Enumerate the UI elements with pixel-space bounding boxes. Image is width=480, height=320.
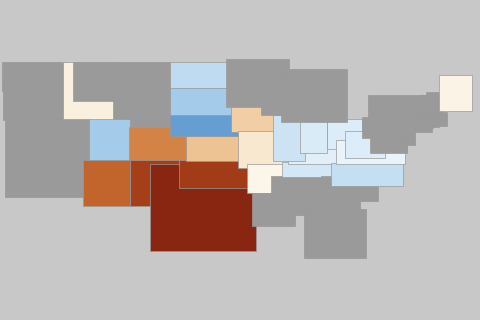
Bar [420,95,435,114]
Bar [261,78,311,115]
Bar [439,75,472,111]
Bar [327,119,362,148]
Bar [281,69,347,122]
Bar [150,164,256,251]
Bar [113,95,171,128]
Bar [321,176,360,214]
Bar [297,176,326,215]
Bar [179,160,249,188]
Bar [304,209,366,258]
Bar [252,193,295,226]
Bar [130,160,179,206]
Bar [271,176,300,215]
Bar [402,124,415,145]
Bar [331,163,403,186]
Bar [345,131,385,158]
Bar [370,138,407,153]
Bar [368,95,432,132]
Bar [170,111,241,136]
Bar [226,59,289,107]
Bar [247,164,288,193]
Bar [362,117,409,138]
Bar [89,119,130,161]
Bar [73,62,171,100]
Bar [238,131,292,168]
Bar [3,84,69,120]
Bar [282,163,353,177]
Bar [186,136,247,161]
Bar [83,160,130,206]
Bar [231,107,284,132]
Bar [300,121,327,154]
Bar [273,115,305,161]
Bar [419,112,447,126]
Bar [170,88,233,115]
Bar [400,137,407,148]
Bar [170,62,231,88]
Bar [63,62,114,120]
Bar [288,143,351,164]
Bar [129,127,187,161]
Bar [426,92,442,114]
Bar [41,119,89,176]
Bar [432,119,439,127]
Bar [5,119,89,196]
Bar [417,118,433,128]
Bar [336,140,405,164]
Bar [1,62,66,91]
Bar [338,175,378,201]
